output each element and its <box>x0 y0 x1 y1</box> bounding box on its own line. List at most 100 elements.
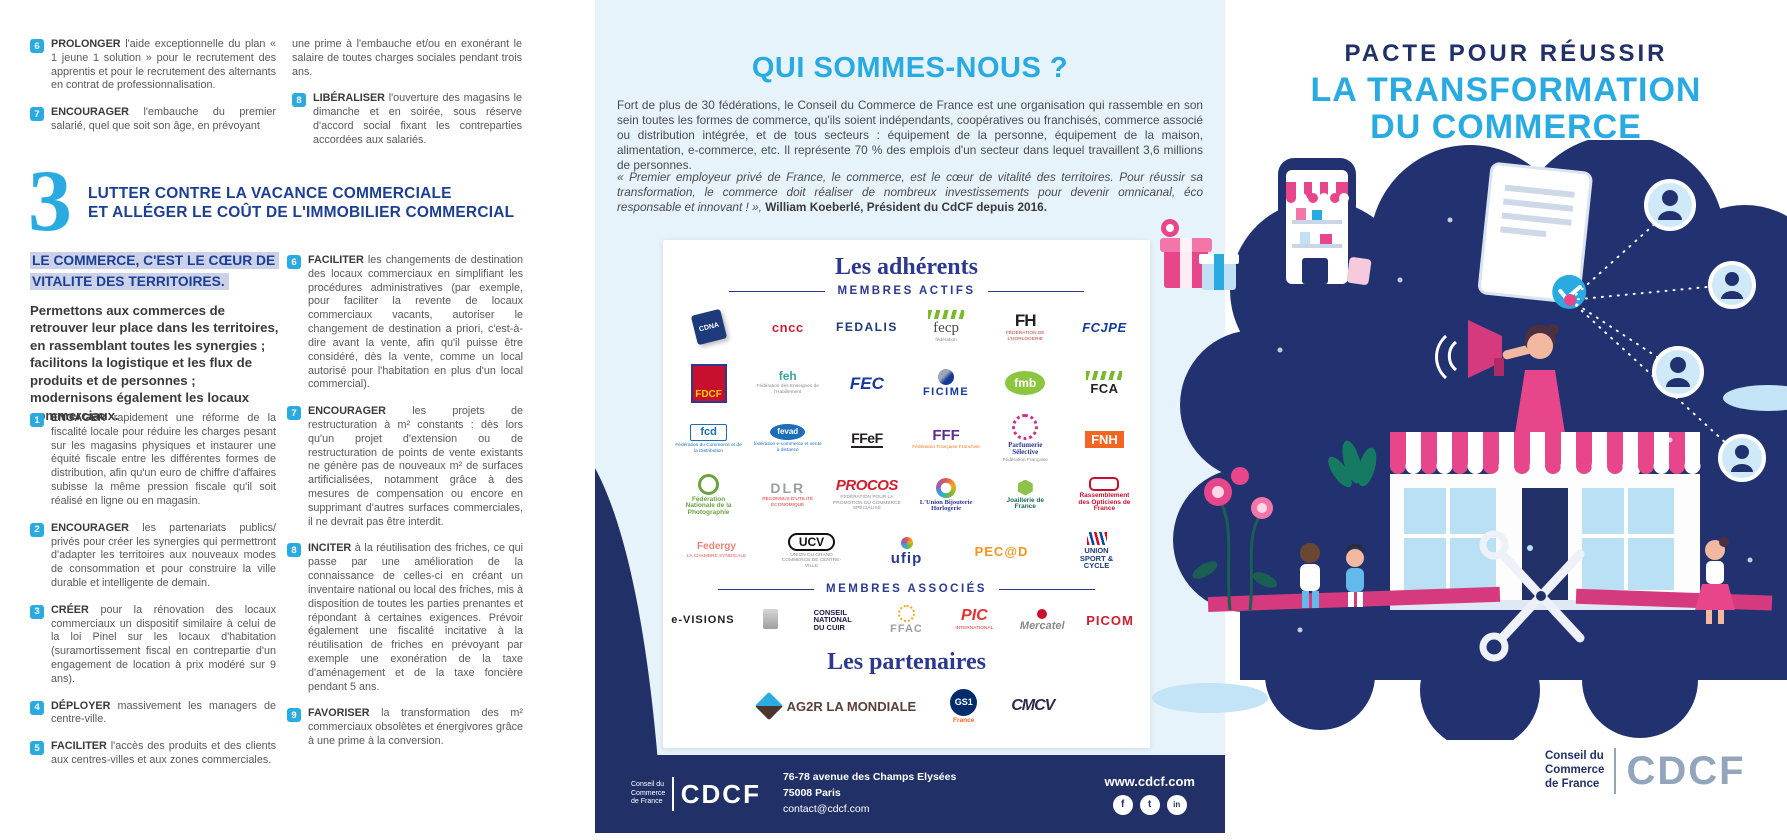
logo-fh: FH FÉDÉRATION DE L'HORLOGERIE <box>1005 310 1045 342</box>
item-text: LIBÉRALISER l'ouverture des magasins le … <box>313 92 523 146</box>
logo-ficime: FICIME <box>907 368 986 398</box>
logo-ffef: FFeF <box>851 429 883 448</box>
list-item: 7 ENCOURAGER les projets de restructurat… <box>287 405 523 529</box>
logo-union-bijouterie-horlogerie: L'Union Bijouterie Horlogerie <box>907 477 986 513</box>
members-card: Les adhérents MEMBRES ACTIFS CDNA cncc F… <box>663 240 1150 748</box>
item-text: ENCOURAGER l'embauche du premier salarié… <box>51 106 276 133</box>
logo-cmcv: CMCV <box>1011 697 1055 714</box>
page-title: QUI SOMMES-NOUS ? <box>751 52 1069 84</box>
cdcf-logo-text: Conseil du Commerce de France <box>631 780 666 806</box>
logo-fevad: fevad fédération e-commerce et vente à di… <box>748 424 827 453</box>
cover-title-line1: LA TRANSFORMATION <box>1310 71 1702 109</box>
network-hub-dot <box>1564 294 1576 306</box>
network-avatars <box>1564 179 1766 482</box>
item-number-badge: 8 <box>287 543 301 558</box>
item-text: PROLONGER l'aide exceptionnelle du plan … <box>51 38 276 92</box>
mercatel-dot-icon <box>1037 608 1048 619</box>
list-item: 6 PROLONGER l'aide exceptionnelle du pla… <box>30 38 276 93</box>
avatar <box>1652 346 1704 398</box>
logo-feh: feh Fédération des Enseignes de l'Habille… <box>756 369 819 395</box>
address-block: 76-78 avenue des Champs Elysées 75008 Pa… <box>783 770 956 817</box>
website-url[interactable]: www.cdcf.com <box>1104 773 1195 789</box>
logo-pecad: PEC@D <box>974 543 1029 559</box>
facebook-icon[interactable]: f <box>1112 794 1133 815</box>
highlighted-subtitle: LE COMMERCE, C'EST LE CŒUR DE VITALITE D… <box>30 250 288 293</box>
fecp-stripes-icon <box>928 310 965 320</box>
logo-joaillerie: Joaillerie de France <box>986 479 1065 511</box>
item-continuation-text: une prime à l'embauche et/ou en exonéran… <box>292 38 522 78</box>
mobile-shop-icon <box>1278 158 1372 296</box>
logo-row-associes: e-VISIONS CONSEIL NATIONAL DU CUIR FFAC … <box>663 597 1150 643</box>
list-item: 6 FACILITER les changements de destinati… <box>287 254 523 392</box>
camera-icon <box>698 473 720 495</box>
logo-fcjpe: FCJPE <box>1082 319 1127 335</box>
logo-fedalis: FEDALIS <box>835 320 898 334</box>
logo-divider <box>672 777 674 811</box>
contact-footer: Conseil du Commerce de France CDCF 76-78… <box>595 755 1225 833</box>
cdcf-wordmark: CDCF <box>680 778 761 809</box>
list-item: 4 DÉPLOYER massivement les managers de c… <box>30 700 276 728</box>
item-number-badge: 7 <box>30 107 44 122</box>
list-item: 3 CRÉER pour la rénovation des locaux co… <box>30 604 276 687</box>
about-paragraph: Fort de plus de 30 fédérations, le Conse… <box>617 98 1203 172</box>
ffac-ring-icon <box>898 605 915 622</box>
cover-title-line2: DU COMMERCE <box>1370 107 1642 146</box>
logo-pic-international: PIC INTERNATIONAL <box>955 607 994 632</box>
decorative-wedge <box>595 468 663 833</box>
item-text: INCITER à la réutilisation des friches, … <box>308 542 524 693</box>
twitter-icon[interactable]: t <box>1139 794 1160 815</box>
logo-fnh: FNH <box>1065 430 1144 448</box>
ficime-globe-icon <box>938 368 955 385</box>
person-left <box>1300 543 1320 608</box>
cdcf-footer-logo: Conseil du Commerce de France CDCF <box>631 777 761 811</box>
item-number-badge: 6 <box>30 39 44 53</box>
logo-row: CDNA cncc FEDALIS fecp fédération FH FÉDÉR… <box>663 299 1150 355</box>
list-item: 8 LIBÉRALISER l'ouverture des magasins l… <box>292 92 522 147</box>
cdcf-wordmark: CDCF <box>1626 748 1746 793</box>
awning-stripes <box>1390 432 1685 466</box>
logo-cdna: CDNA <box>669 308 748 346</box>
document-check-icon <box>1477 162 1593 309</box>
logo-fecp: fecp fédération <box>907 310 986 344</box>
cover-kicker: PACTE POUR RÉUSSIR <box>1344 40 1668 67</box>
linkedin-icon[interactable]: in <box>1166 794 1187 815</box>
crest-icon <box>763 609 779 629</box>
logo-ucv: UCV UNION DU GRAND COMMERCE DE CENTRE-VIL… <box>781 532 842 569</box>
item-number-badge: 8 <box>292 93 306 108</box>
list-item: 5 FACILITER l'accès des produits et des … <box>30 740 276 768</box>
glasses-icon <box>1089 477 1120 492</box>
person-right <box>1695 537 1735 624</box>
parfumerie-dots-icon <box>1012 414 1039 441</box>
top-column-b: une prime à l'embauche et/ou en exonéran… <box>292 38 522 161</box>
adherents-heading: Les adhérents <box>835 254 978 280</box>
logo-row: Federgy LA CHAMBRE SYNDICALE UCV UNION DU … <box>663 523 1150 579</box>
logo-conseil-national-du-cuir: CONSEIL NATIONAL DU CUIR <box>813 607 852 632</box>
logo-divider <box>1614 748 1617 794</box>
section-title-line1: LUTTER CONTRE LA VACANCE COMMERCIALE <box>88 185 452 202</box>
item-text: FACILITER l'accès des produits et des cl… <box>51 740 277 767</box>
item-text: DÉPLOYER massivement les managers de cen… <box>51 699 276 726</box>
cdcf-logo-text: Conseil du Commerce de France <box>1545 750 1605 790</box>
contact-email[interactable]: contact@cdcf.com <box>782 802 870 815</box>
item-text: CRÉER pour la rénovation des locaux comm… <box>51 603 277 685</box>
gift-boxes-icon <box>1160 219 1239 290</box>
logo-dlr: DLR RECONNUS D'UTILITÉ ÉCONOMIQUE <box>762 480 814 508</box>
item-number-badge: 7 <box>287 406 301 421</box>
awning-scallops <box>1390 458 1701 474</box>
logo-row: FDCF feh Fédération des Enseignes de l'Ha… <box>663 355 1150 411</box>
logo-fca: FCA <box>1065 371 1144 395</box>
logo-row: Fédération Nationale de la Photographie … <box>663 467 1150 523</box>
pinwheel-icon <box>900 536 913 549</box>
left-top-columns: 6 PROLONGER l'aide exceptionnelle du pla… <box>30 38 522 161</box>
partners-row: AG2R LA MONDIALE GS1 France CMCV <box>663 680 1150 732</box>
logo-cncc: cncc <box>771 319 804 335</box>
social-icons: f t in <box>1112 794 1187 815</box>
address-line2: 75008 Paris <box>782 787 841 800</box>
list-item: 1 ENGAGER rapidement une réforme de la f… <box>30 412 276 509</box>
item-text: ENGAGER rapidement une réforme de la fis… <box>51 412 277 507</box>
logo-mercatel: Mercatel <box>1008 608 1076 632</box>
item-number-badge: 5 <box>30 741 44 756</box>
logo-e-visions: e-VISIONS <box>671 613 735 626</box>
section-intro: Permettons aux commerces de retrouver le… <box>30 303 279 423</box>
